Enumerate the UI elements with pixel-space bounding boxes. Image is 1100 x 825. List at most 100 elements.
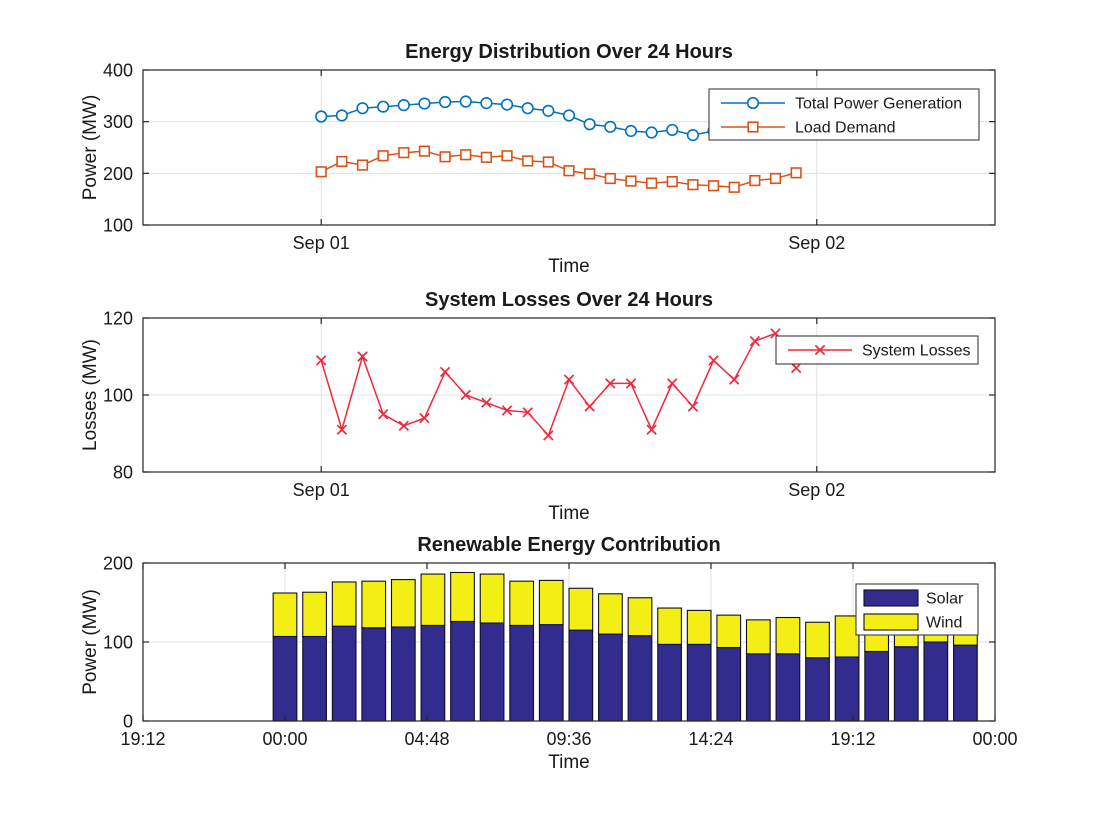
data-point-square-marker xyxy=(747,121,759,133)
data-point-circle-marker xyxy=(666,123,679,137)
tick-labels: 100 200 300 400 Sep 01 Sep 02 xyxy=(103,61,845,254)
legend-entry-total-power-generation: Total Power Generation xyxy=(721,96,962,113)
bar-segment-wind xyxy=(657,607,682,645)
data-point-square-marker xyxy=(749,174,761,187)
data-point-circle-marker xyxy=(439,95,452,109)
data-point-circle-marker xyxy=(418,97,431,110)
x-tick-label: 04:48 xyxy=(404,729,449,749)
legend-box: Solar Wind xyxy=(855,583,979,636)
y-axis-label: Power (MW) xyxy=(80,95,101,201)
data-point-square-marker xyxy=(460,149,472,161)
bar-segment-solar xyxy=(598,633,623,722)
data-point-circle-marker xyxy=(315,110,328,123)
y-tick-label: 100 xyxy=(103,386,133,406)
data-point-circle-marker xyxy=(746,96,760,110)
bar-segment-solar xyxy=(627,635,653,722)
data-point-x-marker xyxy=(316,355,327,366)
y-tick-label: 80 xyxy=(113,463,133,483)
bar-segment-solar xyxy=(716,646,742,722)
data-point-x-marker xyxy=(522,407,533,418)
bar-segment-wind xyxy=(479,573,505,624)
bar-segment-wind xyxy=(390,579,416,628)
data-point-square-marker xyxy=(501,150,513,162)
data-point-x-marker xyxy=(563,374,575,385)
data-point-x-marker xyxy=(501,405,513,416)
x-tick-label: Sep 01 xyxy=(293,233,350,253)
data-point-circle-marker xyxy=(521,102,534,115)
data-point-square-marker xyxy=(625,175,637,187)
data-point-square-marker xyxy=(666,176,678,188)
data-point-circle-marker xyxy=(480,96,493,110)
tick-labels: 0 100 200 19:12 00:00 04:48 09:36 14:24 19:12 00:… xyxy=(103,554,1018,750)
data-point-x-marker xyxy=(667,378,678,389)
bar-segment-solar xyxy=(805,657,830,722)
legend-entry-load-demand: Load Demand xyxy=(721,120,896,137)
bar-segment-wind xyxy=(568,587,594,631)
data-point-x-marker xyxy=(605,378,616,389)
legend-label: Load Demand xyxy=(795,120,896,137)
data-point-x-marker xyxy=(439,366,451,378)
data-point-circle-marker xyxy=(377,100,390,113)
subplot-energy-distribution-over-24-hours: 100 200 300 400 Sep 01 Sep 02 Energy Distribut… xyxy=(80,41,996,277)
data-point-x-marker xyxy=(790,362,802,374)
data-point-circle-marker xyxy=(335,109,348,122)
x-tick-label: 19:12 xyxy=(830,729,875,749)
legend-entry-solar: Solar xyxy=(863,589,964,608)
x-axis-label: Time xyxy=(548,503,590,524)
bar-segment-solar xyxy=(834,656,860,722)
bar-segment-solar xyxy=(420,624,446,722)
stacked-bars xyxy=(272,571,978,722)
y-tick-label: 120 xyxy=(103,309,133,329)
bar-segment-wind xyxy=(686,609,712,645)
data-point-circle-marker xyxy=(604,120,617,133)
tick-marks xyxy=(143,69,995,226)
data-point-x-marker xyxy=(481,397,492,408)
legend-swatch xyxy=(863,589,919,607)
chart-title: System Losses Over 24 Hours xyxy=(425,289,713,311)
legend-entry-wind: Wind xyxy=(863,613,962,632)
data-point-circle-marker xyxy=(500,98,514,111)
bar-segment-solar xyxy=(272,635,298,722)
bar-segment-solar xyxy=(568,629,594,722)
bar-segment-solar xyxy=(953,644,978,722)
legend-box: System Losses xyxy=(775,335,979,365)
bar-segment-solar xyxy=(745,653,771,722)
chart-title: Energy Distribution Over 24 Hours xyxy=(405,41,733,63)
x-tick-label: Sep 02 xyxy=(788,233,845,253)
data-point-circle-marker xyxy=(624,124,638,138)
data-point-square-marker xyxy=(604,172,616,185)
bar-segment-wind xyxy=(598,593,623,635)
x-tick-label: 14:24 xyxy=(688,729,733,749)
bar-segment-wind xyxy=(361,580,387,629)
data-point-square-marker xyxy=(398,147,410,159)
bar-segment-solar xyxy=(361,627,387,722)
bar-segment-wind xyxy=(627,597,653,637)
bar-segment-solar xyxy=(390,626,416,722)
bar-segment-solar xyxy=(775,653,801,722)
data-point-circle-marker xyxy=(459,95,472,108)
data-point-circle-marker xyxy=(583,118,596,131)
legend-swatch xyxy=(863,613,919,631)
subplot-renewable-energy-contribution: 0 100 200 19:12 00:00 04:48 09:36 14:24 19:12 00:… xyxy=(80,534,1018,773)
y-tick-label: 200 xyxy=(103,164,133,184)
legend-label: Solar xyxy=(926,591,964,608)
y-tick-label: 100 xyxy=(103,216,133,236)
legend-box: Total Power Generation Load Demand xyxy=(708,88,980,141)
data-point-square-marker xyxy=(542,156,554,168)
data-point-x-marker xyxy=(728,374,740,385)
bar-segment-solar xyxy=(864,650,890,722)
data-point-x-marker xyxy=(460,389,471,401)
data-point-circle-marker xyxy=(562,109,576,122)
data-point-circle-marker xyxy=(645,126,658,139)
data-point-x-marker xyxy=(377,409,389,420)
data-point-square-marker xyxy=(439,151,451,163)
data-point-circle-marker xyxy=(356,102,369,115)
data-point-square-marker xyxy=(356,159,369,171)
data-point-x-marker xyxy=(646,424,657,435)
data-point-square-marker xyxy=(377,150,389,162)
bar-segment-wind xyxy=(331,581,357,627)
bar-segment-wind xyxy=(420,573,446,626)
data-point-circle-marker xyxy=(542,104,555,117)
